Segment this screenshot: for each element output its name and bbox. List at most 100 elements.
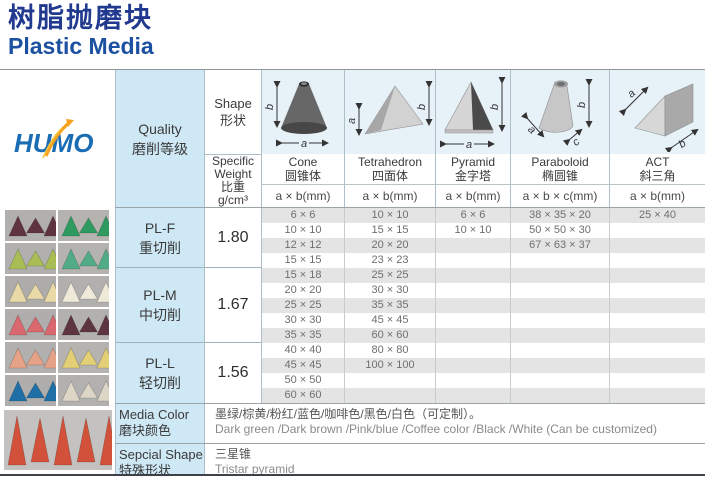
grade-plf: PL-F 重切削 — [116, 208, 204, 268]
weight-pll: 1.56 — [205, 343, 261, 403]
size-cell-paraboloid: 67 × 63 × 37 — [511, 238, 609, 253]
pyramid-diagram: a b — [436, 70, 510, 155]
size-cell-act — [610, 253, 705, 268]
size-cell-tetrahedron: 45 × 45 — [345, 313, 435, 328]
weight-plm: 1.67 — [205, 268, 261, 343]
size-cell-tetrahedron: 23 × 23 — [345, 253, 435, 268]
specific-weight-header-cell: Specific Weight 比重 g/cm³ — [205, 155, 261, 207]
size-cell-paraboloid — [511, 283, 609, 298]
paraboloid-name: Paraboloid 椭圆锥 — [511, 154, 609, 185]
paraboloid-diagram: a c b — [511, 70, 609, 155]
size-cell-paraboloid — [511, 343, 609, 358]
act-dims: a × b(mm) — [610, 184, 705, 207]
size-cell-paraboloid — [511, 388, 609, 403]
media-color-label: Media Color 磨块颜色 — [115, 404, 205, 443]
left-column: HUMO — [0, 70, 115, 474]
grade-plm: PL-M 中切削 — [116, 268, 204, 343]
size-cell-pyramid — [436, 343, 510, 358]
act-name: ACT 斜三角 — [610, 154, 705, 185]
size-cell-act — [610, 388, 705, 403]
size-cell-cone: 45 × 45 — [262, 358, 344, 373]
shape-weight-column: Shape 形状 Specific Weight 比重 g/cm³ — [205, 70, 262, 207]
size-cell-act — [610, 298, 705, 313]
sizes-tetrahedron: 10 × 10 15 × 15 20 × 20 23 × 23 25 × 25 30 × … — [345, 208, 436, 403]
column-cone: b a Cone 圆锥体 a × b(mm) — [262, 70, 345, 207]
size-cell-pyramid: 10 × 10 — [436, 223, 510, 238]
humo-logo: HUMO — [12, 118, 108, 162]
size-cell-act — [610, 358, 705, 373]
size-cell-act — [610, 373, 705, 388]
dim-label-b: b — [264, 104, 276, 110]
sizes-act: 25 × 40 — [610, 208, 705, 403]
tetrahedron-diagram: a b — [345, 70, 435, 155]
size-cell-paraboloid: 50 × 50 × 30 — [511, 223, 609, 238]
tetrahedron-dims: a × b(mm) — [345, 184, 435, 207]
product-photo-yellow-cones — [58, 342, 109, 373]
dim-label-a: a — [525, 124, 538, 137]
pyramid-dims: a × b(mm) — [436, 184, 510, 207]
cone-name: Cone 圆锥体 — [262, 154, 344, 185]
size-cell-act — [610, 313, 705, 328]
size-cell-tetrahedron: 100 × 100 — [345, 358, 435, 373]
column-act: a b ACT 斜三角 a × b(mm) — [610, 70, 705, 207]
size-cell-paraboloid — [511, 373, 609, 388]
dim-label-a: a — [466, 139, 472, 151]
size-cell-act — [610, 268, 705, 283]
size-cell-cone: 35 × 35 — [262, 328, 344, 343]
size-cell-pyramid — [436, 388, 510, 403]
dim-label-a: a — [301, 138, 307, 150]
column-pyramid: a b Pyramid 金字塔 a × b(mm) — [436, 70, 511, 207]
paraboloid-dims: a × b × c(mm) — [511, 184, 609, 207]
size-cell-pyramid — [436, 268, 510, 283]
size-cell-cone: 12 × 12 — [262, 238, 344, 253]
product-photo-white-cones — [58, 276, 109, 307]
size-cell-cone: 10 × 10 — [262, 223, 344, 238]
grade-pll: PL-L 轻切削 — [116, 343, 204, 403]
product-photo-peach-cones — [5, 342, 56, 373]
product-photo-blue-cones — [5, 375, 56, 406]
size-cell-paraboloid — [511, 268, 609, 283]
size-cell-pyramid — [436, 328, 510, 343]
sizes-pyramid: 6 × 6 10 × 10 — [436, 208, 511, 403]
size-cell-pyramid — [436, 283, 510, 298]
media-color-row: Media Color 磨块颜色 墨绿/棕黄/粉红/蓝色/咖啡色/黑色/白色（可… — [115, 403, 705, 443]
size-cell-paraboloid — [511, 358, 609, 373]
product-photo-red-tetrahedrons — [4, 410, 112, 470]
size-cell-pyramid — [436, 358, 510, 373]
cone-dims: a × b(mm) — [262, 184, 344, 207]
weight-plf: 1.80 — [205, 208, 261, 268]
size-cell-paraboloid — [511, 313, 609, 328]
product-photo-cream-cones — [5, 276, 56, 307]
size-cell-act: 25 × 40 — [610, 208, 705, 223]
tetrahedron-name: Tetrahedron 四面体 — [345, 154, 435, 185]
top-divider — [0, 69, 705, 70]
special-shape-row: Sepcial Shape 特殊形状 三星锥 Tristar pyramid — [115, 443, 705, 478]
size-cell-cone: 40 × 40 — [262, 343, 344, 358]
special-shape-label: Sepcial Shape 特殊形状 — [115, 444, 205, 478]
size-data-grid: PL-F 重切削 PL-M 中切削 PL-L 轻切削 1.80 1.67 1.5… — [115, 208, 705, 403]
page-title-english: Plastic Media — [8, 33, 154, 59]
product-photo-teal-cones — [58, 243, 109, 274]
size-cell-act — [610, 223, 705, 238]
size-cell-tetrahedron: 25 × 25 — [345, 268, 435, 283]
media-color-value: 墨绿/棕黄/粉红/蓝色/咖啡色/黑色/白色（可定制）。 Dark green /… — [215, 407, 657, 436]
product-photo-maroon-pyramids — [5, 210, 56, 241]
size-cell-tetrahedron: 30 × 30 — [345, 283, 435, 298]
table-header: Quality 磨削等级 Shape 形状 Specific Weight 比重… — [115, 70, 705, 208]
size-cell-cone: 60 × 60 — [262, 388, 344, 403]
size-cell-paraboloid — [511, 253, 609, 268]
size-cell-act — [610, 328, 705, 343]
quality-header-cell: Quality 磨削等级 — [115, 70, 205, 207]
size-cell-tetrahedron: 20 × 20 — [345, 238, 435, 253]
product-photo-white-tetrahedrons — [58, 375, 109, 406]
product-photo-maroon-cones — [58, 309, 109, 340]
quality-header-zh: 磨削等级 — [132, 140, 188, 157]
size-cell-paraboloid: 38 × 35 × 20 — [511, 208, 609, 223]
bottom-divider — [0, 474, 705, 476]
cone-diagram: b a — [262, 70, 344, 155]
size-cell-pyramid — [436, 298, 510, 313]
shape-header-cell: Shape 形状 — [205, 70, 261, 155]
pyramid-name: Pyramid 金字塔 — [436, 154, 510, 185]
size-cell-cone: 15 × 15 — [262, 253, 344, 268]
product-photo-green-pyramids — [58, 210, 109, 241]
